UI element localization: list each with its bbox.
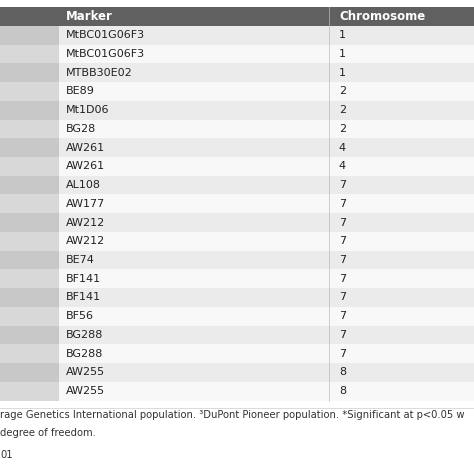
Bar: [59, 119, 474, 138]
Bar: [0, 326, 59, 344]
Bar: [0, 7, 474, 26]
Bar: [59, 269, 474, 288]
Bar: [0, 307, 59, 326]
Text: degree of freedom.: degree of freedom.: [0, 428, 96, 438]
Text: 1: 1: [339, 49, 346, 59]
Text: BE74: BE74: [66, 255, 95, 265]
Bar: [59, 64, 474, 82]
Bar: [59, 213, 474, 232]
Bar: [0, 7, 59, 401]
Text: Chromosome: Chromosome: [339, 10, 425, 23]
Bar: [59, 157, 474, 176]
Text: 01: 01: [0, 450, 13, 460]
Text: 1: 1: [339, 30, 346, 40]
Text: 7: 7: [339, 349, 346, 359]
Bar: [0, 138, 59, 157]
Bar: [59, 26, 474, 45]
Bar: [0, 101, 59, 119]
Text: MtBC01G06F3: MtBC01G06F3: [66, 30, 146, 40]
Text: Mt1D06: Mt1D06: [66, 105, 110, 115]
Bar: [0, 82, 59, 101]
Bar: [0, 213, 59, 232]
Bar: [59, 232, 474, 251]
Text: 7: 7: [339, 255, 346, 265]
Text: 2: 2: [339, 124, 346, 134]
Bar: [59, 382, 474, 401]
Text: AW261: AW261: [66, 161, 106, 172]
Bar: [59, 326, 474, 344]
Text: 2: 2: [339, 86, 346, 96]
Text: AW177: AW177: [66, 199, 106, 209]
Bar: [59, 288, 474, 307]
Text: 8: 8: [339, 367, 346, 377]
Text: 7: 7: [339, 330, 346, 340]
Text: BG28: BG28: [66, 124, 97, 134]
Bar: [59, 82, 474, 101]
Text: 8: 8: [339, 386, 346, 396]
Text: BF141: BF141: [66, 274, 101, 284]
Text: BF56: BF56: [66, 311, 94, 321]
Bar: [59, 307, 474, 326]
Bar: [0, 232, 59, 251]
Text: MtBC01G06F3: MtBC01G06F3: [66, 49, 146, 59]
Text: AW212: AW212: [66, 236, 106, 246]
Text: Marker: Marker: [66, 10, 113, 23]
Bar: [59, 101, 474, 119]
Text: 7: 7: [339, 236, 346, 246]
Text: BE89: BE89: [66, 86, 95, 96]
Text: AW255: AW255: [66, 367, 106, 377]
Text: rage Genetics International population. ³DuPont Pioneer population. *Significant: rage Genetics International population. …: [0, 410, 465, 420]
Text: 2: 2: [339, 105, 346, 115]
Bar: [59, 344, 474, 363]
Text: 7: 7: [339, 292, 346, 302]
Text: AL108: AL108: [66, 180, 101, 190]
Bar: [59, 138, 474, 157]
Text: MTBB30E02: MTBB30E02: [66, 68, 133, 78]
Bar: [0, 251, 59, 269]
Bar: [59, 251, 474, 269]
Text: BG288: BG288: [66, 330, 104, 340]
Bar: [59, 45, 474, 64]
Text: AW255: AW255: [66, 386, 106, 396]
Text: 4: 4: [339, 143, 346, 153]
Bar: [59, 176, 474, 194]
Bar: [59, 363, 474, 382]
Bar: [0, 382, 59, 401]
Bar: [0, 45, 59, 64]
Text: AW261: AW261: [66, 143, 106, 153]
Bar: [0, 176, 59, 194]
Bar: [0, 269, 59, 288]
Text: 7: 7: [339, 274, 346, 284]
Bar: [0, 26, 59, 45]
Bar: [0, 194, 59, 213]
Text: 1: 1: [339, 68, 346, 78]
Text: 7: 7: [339, 218, 346, 228]
Bar: [0, 288, 59, 307]
Bar: [0, 363, 59, 382]
Text: 7: 7: [339, 180, 346, 190]
Bar: [0, 119, 59, 138]
Text: AW212: AW212: [66, 218, 106, 228]
Text: BF141: BF141: [66, 292, 101, 302]
Text: 7: 7: [339, 199, 346, 209]
Text: 7: 7: [339, 311, 346, 321]
Bar: [59, 194, 474, 213]
Bar: [0, 344, 59, 363]
Text: 4: 4: [339, 161, 346, 172]
Bar: [0, 157, 59, 176]
Bar: [0, 64, 59, 82]
Text: BG288: BG288: [66, 349, 104, 359]
